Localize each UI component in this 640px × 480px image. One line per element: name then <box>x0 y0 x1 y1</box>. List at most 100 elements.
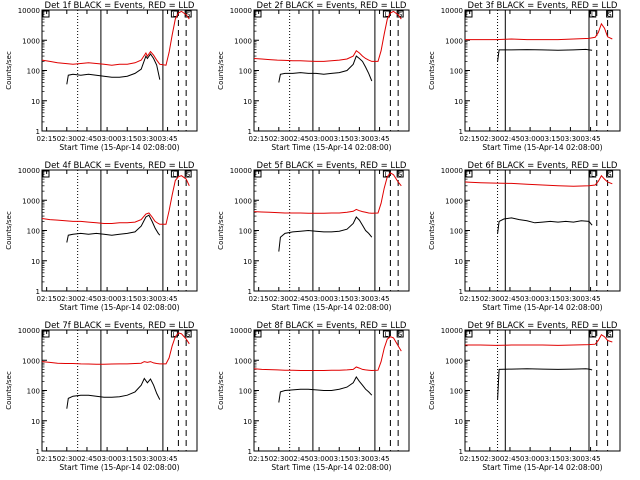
series-events-line <box>66 53 161 85</box>
x-tick-label: 03:45 <box>369 135 389 143</box>
x-tick-label: 03:30 <box>137 135 157 143</box>
x-tick-label: 02:30 <box>269 295 289 303</box>
event-marker-label: S <box>186 331 190 339</box>
x-tick-label: 02:15 <box>460 135 480 143</box>
series-events-line <box>497 368 593 400</box>
x-tick-label: 03:15 <box>117 135 137 143</box>
y-tick-label: 1000 <box>445 197 463 205</box>
x-tick-label: 03:00 <box>97 135 117 143</box>
series-lld-line <box>253 336 402 372</box>
series-events-line <box>278 216 373 252</box>
y-axis-label: Counts/sec <box>217 211 225 250</box>
x-tick-label: 03:45 <box>580 455 600 463</box>
y-tick-label: 100 <box>239 228 252 236</box>
y-axis-label: Counts/sec <box>217 371 225 410</box>
series-lld-line <box>41 332 190 365</box>
x-tick-label: 02:45 <box>500 455 520 463</box>
x-axis-label: Start Time (15-Apr-14 02:08:00) <box>59 303 179 312</box>
corner-box-marker <box>42 10 50 18</box>
event-marker-label: L <box>591 331 595 339</box>
y-tick-label: 100 <box>239 68 252 76</box>
x-tick-label: 03:45 <box>369 455 389 463</box>
x-axis-label: Start Time (15-Apr-14 02:08:00) <box>271 303 391 312</box>
x-tick-label: 02:45 <box>500 295 520 303</box>
x-tick-label: 02:15 <box>460 295 480 303</box>
x-tick-label: 03:15 <box>540 455 560 463</box>
series-events-line <box>278 376 373 403</box>
event-box-marker <box>396 170 404 178</box>
series-lld-line <box>465 333 613 346</box>
y-tick-label: 100 <box>27 68 40 76</box>
panel-title: Det 3f BLACK = Events, RED = LLD <box>468 1 618 11</box>
x-tick-label: 03:15 <box>540 135 560 143</box>
x-tick-label: 03:00 <box>520 295 540 303</box>
panel-det-2: Det 2f BLACK = Events, RED = LLD 1 10 100 10… <box>217 1 410 152</box>
y-tick-label: 10000 <box>18 7 40 15</box>
x-tick-label: 02:15 <box>460 455 480 463</box>
panel-det-4: Det 4f BLACK = Events, RED = LLD 1 10 100 10… <box>5 161 198 312</box>
x-tick-label: 02:30 <box>57 135 77 143</box>
x-tick-label: 03:15 <box>117 455 137 463</box>
corner-box-marker <box>254 330 262 338</box>
panel-title: Det 5f BLACK = Events, RED = LLD <box>257 161 407 171</box>
event-box-marker <box>589 330 597 338</box>
y-tick-label: 10000 <box>230 7 252 15</box>
x-tick-label: 02:15 <box>249 135 269 143</box>
x-tick-label: 02:30 <box>57 455 77 463</box>
panel-det-8: Det 8f BLACK = Events, RED = LLD 1 10 100 10… <box>217 321 410 472</box>
x-tick-label: 03:15 <box>329 135 349 143</box>
panel-title: Det 8f BLACK = Events, RED = LLD <box>257 321 407 331</box>
y-tick-label: 1000 <box>22 37 40 45</box>
event-marker-label: L <box>385 171 389 179</box>
x-axis-label: Start Time (15-Apr-14 02:08:00) <box>482 143 602 152</box>
event-marker-label: S <box>186 11 190 19</box>
event-marker-label: S <box>608 331 612 339</box>
x-tick-label: 03:30 <box>560 455 580 463</box>
corner-box-marker <box>465 10 473 18</box>
event-box-marker <box>606 330 614 338</box>
panel-title: Det 7f BLACK = Events, RED = LLD <box>45 321 195 331</box>
x-tick-label: 02:15 <box>37 135 57 143</box>
event-marker-label: S <box>608 171 612 179</box>
x-tick-label: 03:15 <box>540 295 560 303</box>
series-events-line <box>66 214 161 243</box>
x-axis-label: Start Time (15-Apr-14 02:08:00) <box>271 463 391 472</box>
event-marker-label: S <box>398 11 402 19</box>
x-tick-label: 03:15 <box>329 455 349 463</box>
event-marker-label: L <box>173 171 177 179</box>
event-marker-label: L <box>385 11 389 19</box>
event-marker-label: S <box>398 171 402 179</box>
y-tick-label: 10000 <box>441 327 463 335</box>
x-tick-label: 02:15 <box>249 455 269 463</box>
panel-det-1: Det 1f BLACK = Events, RED = LLD 1 10 100 10… <box>5 1 198 152</box>
y-axis-label: Counts/sec <box>5 211 13 250</box>
y-tick-label: 10000 <box>230 167 252 175</box>
y-tick-label: 1000 <box>234 37 252 45</box>
corner-box-marker <box>254 170 262 178</box>
x-tick-label: 03:00 <box>309 455 329 463</box>
x-tick-label: 03:45 <box>580 135 600 143</box>
y-tick-label: 100 <box>450 388 463 396</box>
y-tick-label: 10 <box>31 98 40 106</box>
x-tick-label: 03:30 <box>349 455 369 463</box>
y-tick-label: 1 <box>36 128 40 136</box>
x-tick-label: 02:45 <box>77 135 97 143</box>
x-tick-label: 02:30 <box>480 455 500 463</box>
x-tick-label: 03:00 <box>520 135 540 143</box>
series-lld-line <box>253 172 402 214</box>
panel-det-6: Det 6f BLACK = Events, RED = LLD 1 10 100 10… <box>428 161 621 312</box>
y-tick-label: 100 <box>239 388 252 396</box>
y-tick-label: 1000 <box>22 197 40 205</box>
event-box-marker <box>170 170 178 178</box>
x-tick-label: 03:00 <box>97 295 117 303</box>
y-tick-label: 10000 <box>441 167 463 175</box>
y-axis-label: Counts/sec <box>5 51 13 90</box>
y-tick-label: 10000 <box>230 327 252 335</box>
event-marker-label: L <box>385 331 389 339</box>
y-axis-label: Counts/sec <box>428 211 436 250</box>
x-axis-label: Start Time (15-Apr-14 02:08:00) <box>271 143 391 152</box>
series-lld-line <box>41 10 190 66</box>
event-box-marker <box>396 330 404 338</box>
series-lld-line <box>465 22 613 41</box>
